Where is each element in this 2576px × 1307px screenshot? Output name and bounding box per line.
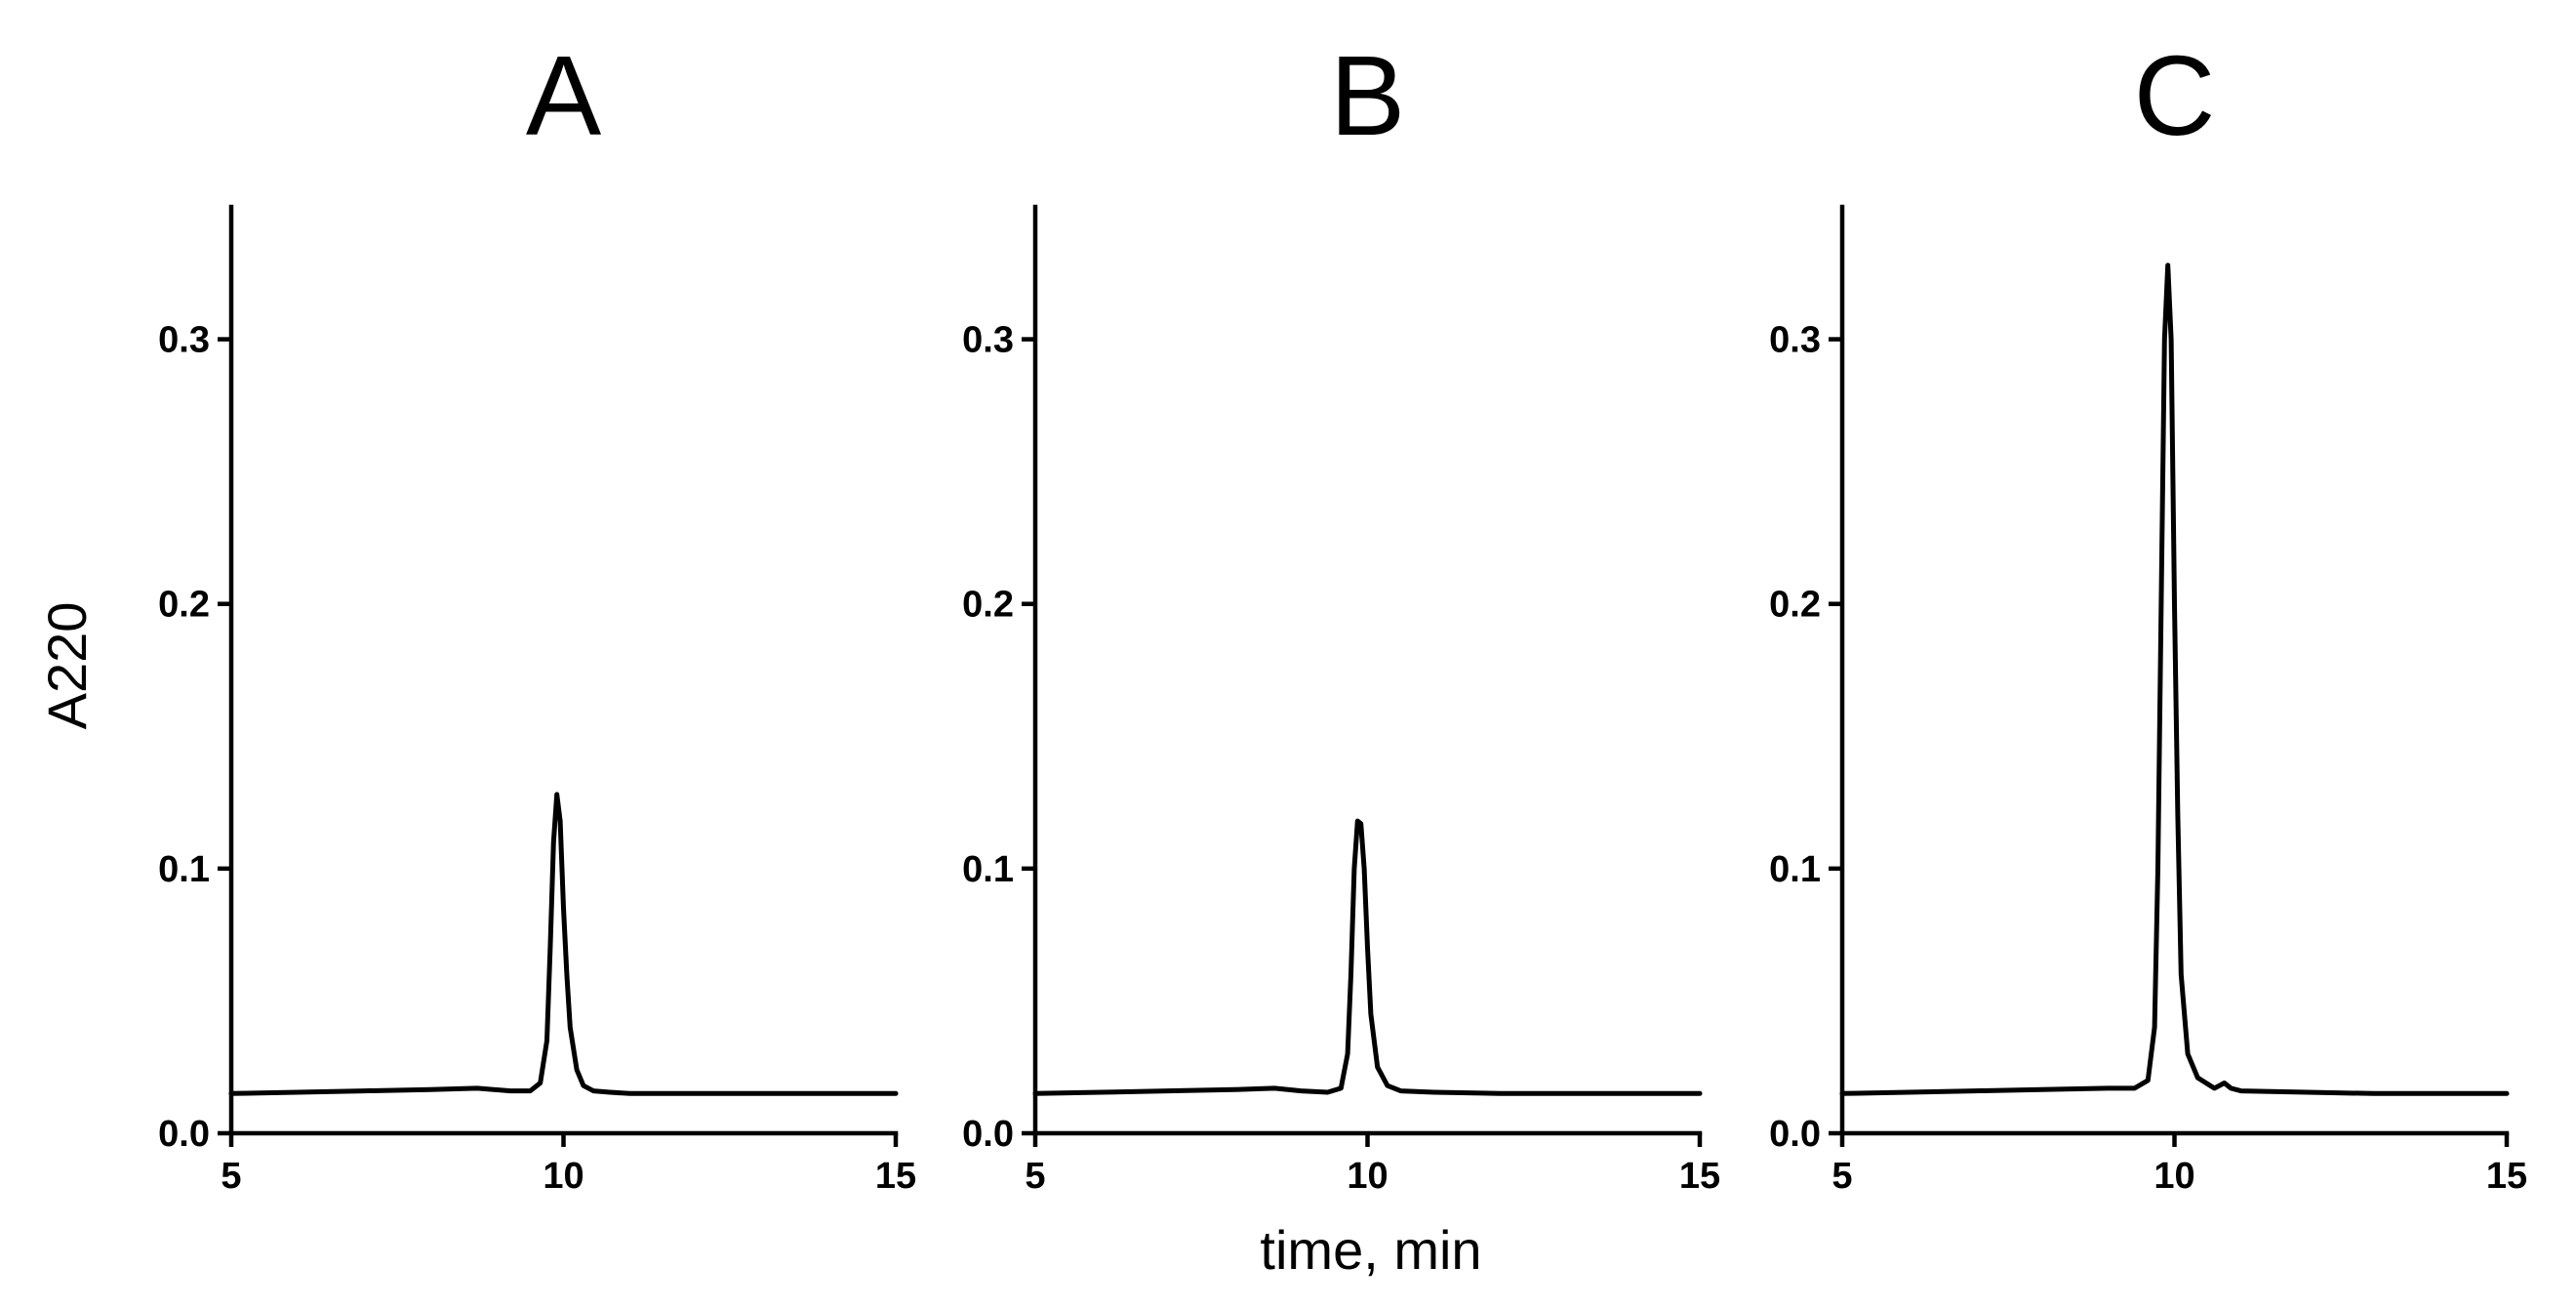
y-tick-label: 0.0 bbox=[962, 1114, 1014, 1155]
y-tick-label: 0.0 bbox=[158, 1114, 210, 1155]
x-tick-label: 15 bbox=[875, 1156, 916, 1197]
panel-b: B 0.0 0.1 0.2 0.3 5 10 15 bbox=[962, 32, 1720, 1197]
panel-b-title: B bbox=[1330, 32, 1405, 159]
y-tick-label: 0.3 bbox=[962, 320, 1014, 361]
panel-c-trace bbox=[1839, 263, 2510, 1096]
panels-group: A 0.0 0.1 0.2 0.3 5 10 15 B 0.0 0.1 0.2 0.3 5 10 15 C 0.0… bbox=[158, 32, 2527, 1197]
y-tick-label: 0.3 bbox=[158, 320, 210, 361]
y-tick-label: 0.0 bbox=[1769, 1114, 1821, 1155]
x-tick-label: 10 bbox=[1347, 1156, 1388, 1197]
x-tick-label: 10 bbox=[543, 1156, 584, 1197]
y-axis-title: A220 bbox=[36, 602, 98, 730]
x-tick-label: 5 bbox=[221, 1156, 241, 1197]
panel-a: A 0.0 0.1 0.2 0.3 5 10 15 bbox=[158, 32, 916, 1197]
y-tick-label: 0.2 bbox=[158, 585, 210, 626]
x-tick-label: 10 bbox=[2153, 1156, 2194, 1197]
panel-c-title: C bbox=[2134, 32, 2216, 159]
y-tick-label: 0.2 bbox=[1769, 585, 1821, 626]
x-tick-label: 15 bbox=[1679, 1156, 1720, 1197]
x-tick-label: 15 bbox=[2486, 1156, 2527, 1197]
y-tick-label: 0.2 bbox=[962, 585, 1014, 626]
panel-b-trace bbox=[1032, 818, 1703, 1096]
y-tick-label: 0.1 bbox=[158, 849, 210, 890]
y-tick-label: 0.1 bbox=[962, 849, 1014, 890]
y-tick-label: 0.3 bbox=[1769, 320, 1821, 361]
y-tick-label: 0.1 bbox=[1769, 849, 1821, 890]
panel-a-trace bbox=[228, 792, 899, 1096]
x-tick-label: 5 bbox=[1831, 1156, 1852, 1197]
panel-c: C 0.0 0.1 0.2 0.3 5 10 15 bbox=[1769, 32, 2527, 1197]
panel-a-title: A bbox=[526, 32, 602, 159]
x-axis-title: time, min bbox=[1260, 1219, 1481, 1281]
x-tick-label: 5 bbox=[1025, 1156, 1045, 1197]
